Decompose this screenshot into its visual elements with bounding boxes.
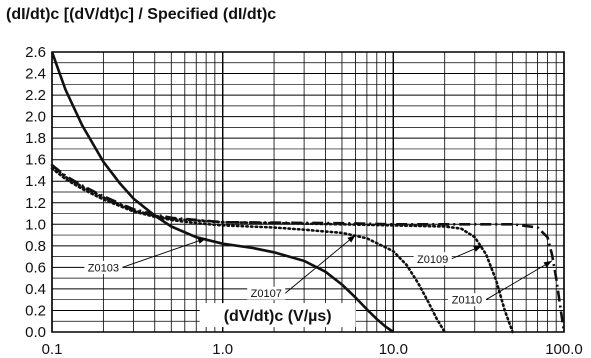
x-axis-label: (dV/dt)c (V/µs) <box>224 308 332 325</box>
y-tick-label: 1.0 <box>25 216 46 233</box>
y-tick-label: 2.2 <box>25 87 46 104</box>
annotation-leader <box>284 234 356 294</box>
plot-frame <box>51 51 565 333</box>
y-tick-label: 1.6 <box>25 152 46 169</box>
y-tick-label: 1.2 <box>25 195 46 212</box>
annotation-arrowhead <box>347 235 356 243</box>
annotation-label-z0110: Z0110 <box>452 295 482 307</box>
y-tick-label: 0.8 <box>25 238 46 255</box>
annotation-label-bg <box>413 252 452 266</box>
y-tick-label: 1.4 <box>25 173 46 190</box>
y-tick-label: 2.6 <box>25 44 46 61</box>
annotation-label-z0109: Z0109 <box>417 254 448 266</box>
y-tick-label: 0.2 <box>25 302 46 319</box>
annotation-label-bg <box>447 293 486 307</box>
annotation-label-bg <box>247 286 286 300</box>
x-tick-label: 1.0 <box>212 341 233 358</box>
annotation-arrowhead <box>197 238 207 244</box>
y-tick-label: 2.4 <box>25 66 46 83</box>
x-tick-label: 10.0 <box>379 341 408 358</box>
y-tick-label: 1.8 <box>25 130 46 147</box>
annotation-leader <box>485 260 553 301</box>
annotation-arrowhead <box>543 260 552 268</box>
x-tick-label: 100.0 <box>545 341 583 358</box>
annotation-label-z0107: Z0107 <box>251 288 282 300</box>
y-tick-label: 0.0 <box>25 324 46 341</box>
x-axis-label-bg <box>199 303 356 328</box>
annotation-label-z0103: Z0103 <box>88 262 119 274</box>
y-tick-label: 2.0 <box>25 109 46 126</box>
series-line-z0110 <box>51 164 566 333</box>
x-tick-label: 0.1 <box>42 341 63 358</box>
series-line-z0103 <box>50 51 395 334</box>
annotation-label-bg <box>84 260 123 274</box>
series-line-z0107 <box>50 167 446 334</box>
y-tick-label: 0.4 <box>25 281 46 298</box>
annotation-leader <box>122 237 207 268</box>
chart-title: (dI/dt)c [(dV/dt)c] / Specified (dI/dt)c <box>6 6 277 23</box>
annotation-arrowhead <box>473 245 482 252</box>
y-tick-label: 0.6 <box>25 259 46 276</box>
